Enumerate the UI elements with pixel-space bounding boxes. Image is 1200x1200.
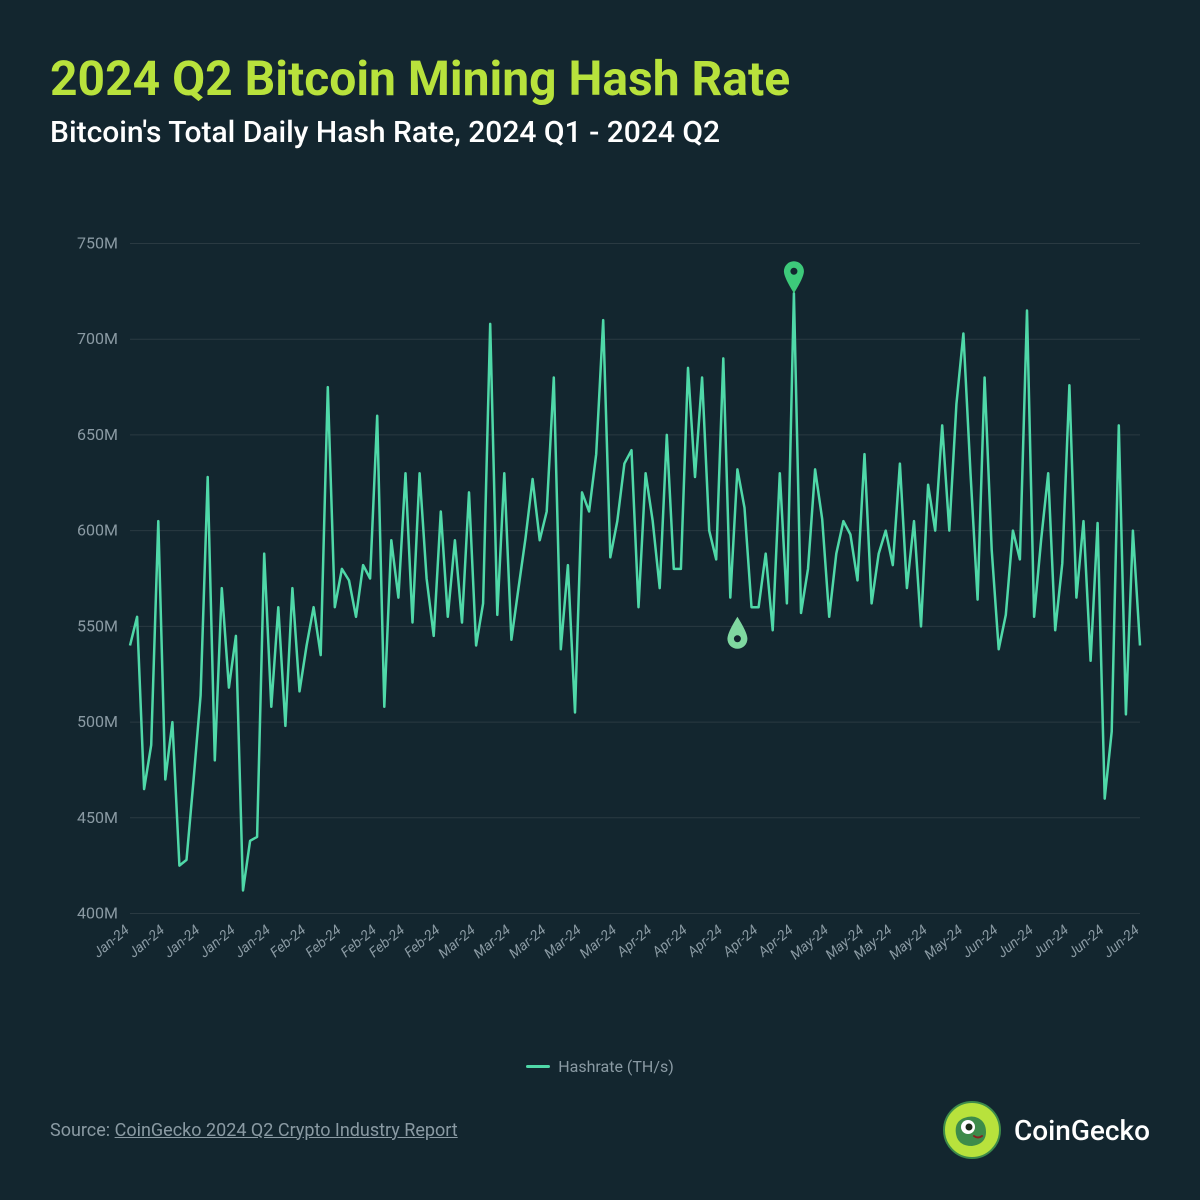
svg-text:Feb-24: Feb-24 xyxy=(401,922,443,961)
svg-text:Apr-24: Apr-24 xyxy=(719,922,761,961)
svg-text:Mar-24: Mar-24 xyxy=(577,922,620,962)
svg-text:Mar-24: Mar-24 xyxy=(471,922,514,962)
svg-text:Apr-24: Apr-24 xyxy=(649,922,691,961)
svg-text:600M: 600M xyxy=(77,521,118,540)
brand-name: CoinGecko xyxy=(1014,1114,1150,1147)
svg-text:500M: 500M xyxy=(77,712,118,731)
svg-text:Jan-24: Jan-24 xyxy=(126,922,168,961)
svg-text:650M: 650M xyxy=(77,425,118,444)
svg-text:Feb-24: Feb-24 xyxy=(267,922,309,961)
brand: CoinGecko xyxy=(942,1100,1150,1160)
svg-text:May-24: May-24 xyxy=(787,922,832,963)
legend-swatch xyxy=(526,1065,550,1068)
svg-text:Jan-24: Jan-24 xyxy=(197,922,239,961)
svg-text:Jan-24: Jan-24 xyxy=(161,922,203,961)
svg-text:May-24: May-24 xyxy=(886,922,931,963)
svg-text:700M: 700M xyxy=(77,329,118,348)
svg-text:Jan-24: Jan-24 xyxy=(91,922,133,961)
svg-text:Apr-24: Apr-24 xyxy=(684,922,726,961)
svg-text:Jun-24: Jun-24 xyxy=(1065,922,1107,961)
svg-text:450M: 450M xyxy=(77,808,118,827)
chart-title: 2024 Q2 Bitcoin Mining Hash Rate xyxy=(50,50,1150,107)
legend-label: Hashrate (TH/s) xyxy=(558,1057,674,1076)
line-chart: 400M450M500M550M600M650M700M750MJan-24Ja… xyxy=(50,180,1150,1047)
svg-text:Jun-24: Jun-24 xyxy=(1030,922,1072,961)
svg-text:Mar-24: Mar-24 xyxy=(541,922,584,962)
svg-text:Mar-24: Mar-24 xyxy=(436,922,479,962)
svg-text:750M: 750M xyxy=(77,234,118,253)
svg-text:Jun-24: Jun-24 xyxy=(959,922,1001,961)
chart-subtitle: Bitcoin's Total Daily Hash Rate, 2024 Q1… xyxy=(50,115,1150,150)
svg-text:400M: 400M xyxy=(77,904,118,923)
coingecko-logo-icon xyxy=(942,1100,1002,1160)
svg-text:Jun-24: Jun-24 xyxy=(995,922,1037,961)
source-attribution: Source: CoinGecko 2024 Q2 Crypto Industr… xyxy=(50,1120,458,1141)
svg-text:Mar-24: Mar-24 xyxy=(506,922,549,962)
source-label: Source: xyxy=(50,1120,110,1141)
svg-text:550M: 550M xyxy=(77,616,118,635)
svg-text:Jun-24: Jun-24 xyxy=(1100,922,1142,961)
svg-text:Apr-24: Apr-24 xyxy=(613,922,655,961)
chart-area: 400M450M500M550M600M650M700M750MJan-24Ja… xyxy=(50,180,1150,1047)
chart-legend: Hashrate (TH/s) xyxy=(50,1057,1150,1076)
svg-text:May-24: May-24 xyxy=(922,922,967,963)
svg-text:Jan-24: Jan-24 xyxy=(232,922,274,961)
svg-text:Feb-24: Feb-24 xyxy=(303,922,345,961)
source-link[interactable]: CoinGecko 2024 Q2 Crypto Industry Report xyxy=(115,1120,458,1141)
